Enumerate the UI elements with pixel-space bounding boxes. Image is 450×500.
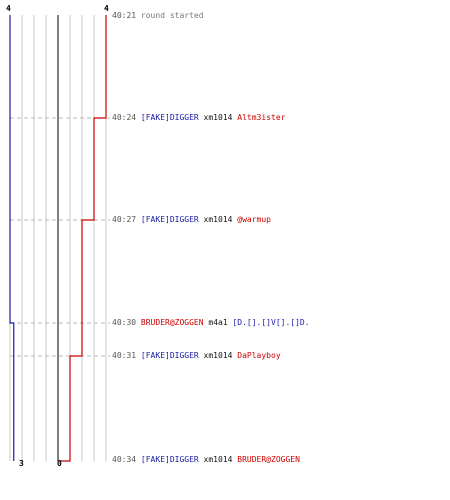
team-a-end-count: 3: [19, 459, 24, 468]
event-victim: Altm3ister: [237, 113, 286, 122]
event-weapon: xm1014: [203, 351, 233, 360]
event-time: 40:27: [112, 215, 137, 224]
event-time: 40:30: [112, 318, 137, 327]
event-row: 40:34 [FAKE]DIGGER xm1014 BRUDER@ZOGGEN: [112, 455, 300, 465]
event-row: 40:27 [FAKE]DIGGER xm1014 @warmup: [112, 215, 271, 225]
event-weapon: xm1014: [203, 215, 233, 224]
event-victim: @warmup: [237, 215, 271, 224]
event-row: 40:30 BRUDER@ZOGGEN m4a1 [D.[].[]V[].[]D…: [112, 318, 310, 328]
event-victim: BRUDER@ZOGGEN: [237, 455, 300, 464]
event-weapon: xm1014: [203, 455, 233, 464]
team-b-start-count: 4: [104, 4, 109, 13]
event-time: 40:21: [112, 11, 137, 20]
team-count-lines: [9, 15, 107, 462]
event-killer: [FAKE]DIGGER: [140, 351, 199, 360]
event-dash-lines: [10, 117, 110, 357]
team-a-alive-line: [9, 15, 15, 461]
event-weapon: xm1014: [203, 113, 233, 122]
event-time: 40:24: [112, 113, 137, 122]
event-time: 40:34: [112, 455, 137, 464]
event-row: 40:31 [FAKE]DIGGER xm1014 DaPlayboy: [112, 351, 281, 361]
team-a-start-count: 4: [6, 4, 11, 13]
event-row: 40:21 round started: [112, 11, 204, 21]
timeline-grid: [9, 15, 107, 461]
event-killer: BRUDER@ZOGGEN: [140, 318, 204, 327]
event-text: round started: [140, 11, 204, 20]
event-killer: [FAKE]DIGGER: [140, 113, 199, 122]
event-victim: [D.[].[]V[].[]D.: [232, 318, 310, 327]
team-b-alive-line: [58, 15, 107, 462]
event-killer: [FAKE]DIGGER: [140, 215, 199, 224]
event-time: 40:31: [112, 351, 137, 360]
event-row: 40:24 [FAKE]DIGGER xm1014 Altm3ister: [112, 113, 285, 123]
event-victim: DaPlayboy: [237, 351, 281, 360]
event-killer: [FAKE]DIGGER: [140, 455, 199, 464]
team-b-end-count: 0: [57, 459, 62, 468]
event-weapon: m4a1: [208, 318, 228, 327]
